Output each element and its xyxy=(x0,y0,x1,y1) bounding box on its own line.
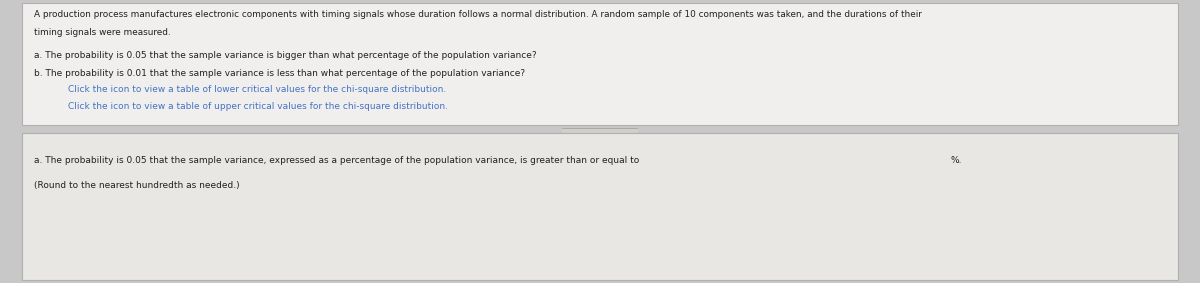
Text: %.: %. xyxy=(950,156,962,165)
Text: A production process manufactures electronic components with timing signals whos: A production process manufactures electr… xyxy=(34,10,922,19)
FancyBboxPatch shape xyxy=(557,128,643,141)
Text: a. The probability is 0.05 that the sample variance, expressed as a percentage o: a. The probability is 0.05 that the samp… xyxy=(34,156,638,165)
Text: b. The probability is 0.01 that the sample variance is less than what percentage: b. The probability is 0.01 that the samp… xyxy=(34,69,524,78)
Text: Click the icon to view a table of lower critical values for the chi-square distr: Click the icon to view a table of lower … xyxy=(68,85,446,94)
FancyBboxPatch shape xyxy=(34,104,55,121)
Text: (Round to the nearest hundredth as needed.): (Round to the nearest hundredth as neede… xyxy=(34,181,239,190)
FancyBboxPatch shape xyxy=(925,162,944,186)
Text: Click the icon to view a table of upper critical values for the chi-square distr: Click the icon to view a table of upper … xyxy=(68,102,449,112)
Text: timing signals were measured.: timing signals were measured. xyxy=(34,28,170,37)
Text: a. The probability is 0.05 that the sample variance is bigger than what percenta: a. The probability is 0.05 that the samp… xyxy=(34,51,536,60)
FancyBboxPatch shape xyxy=(34,87,55,104)
